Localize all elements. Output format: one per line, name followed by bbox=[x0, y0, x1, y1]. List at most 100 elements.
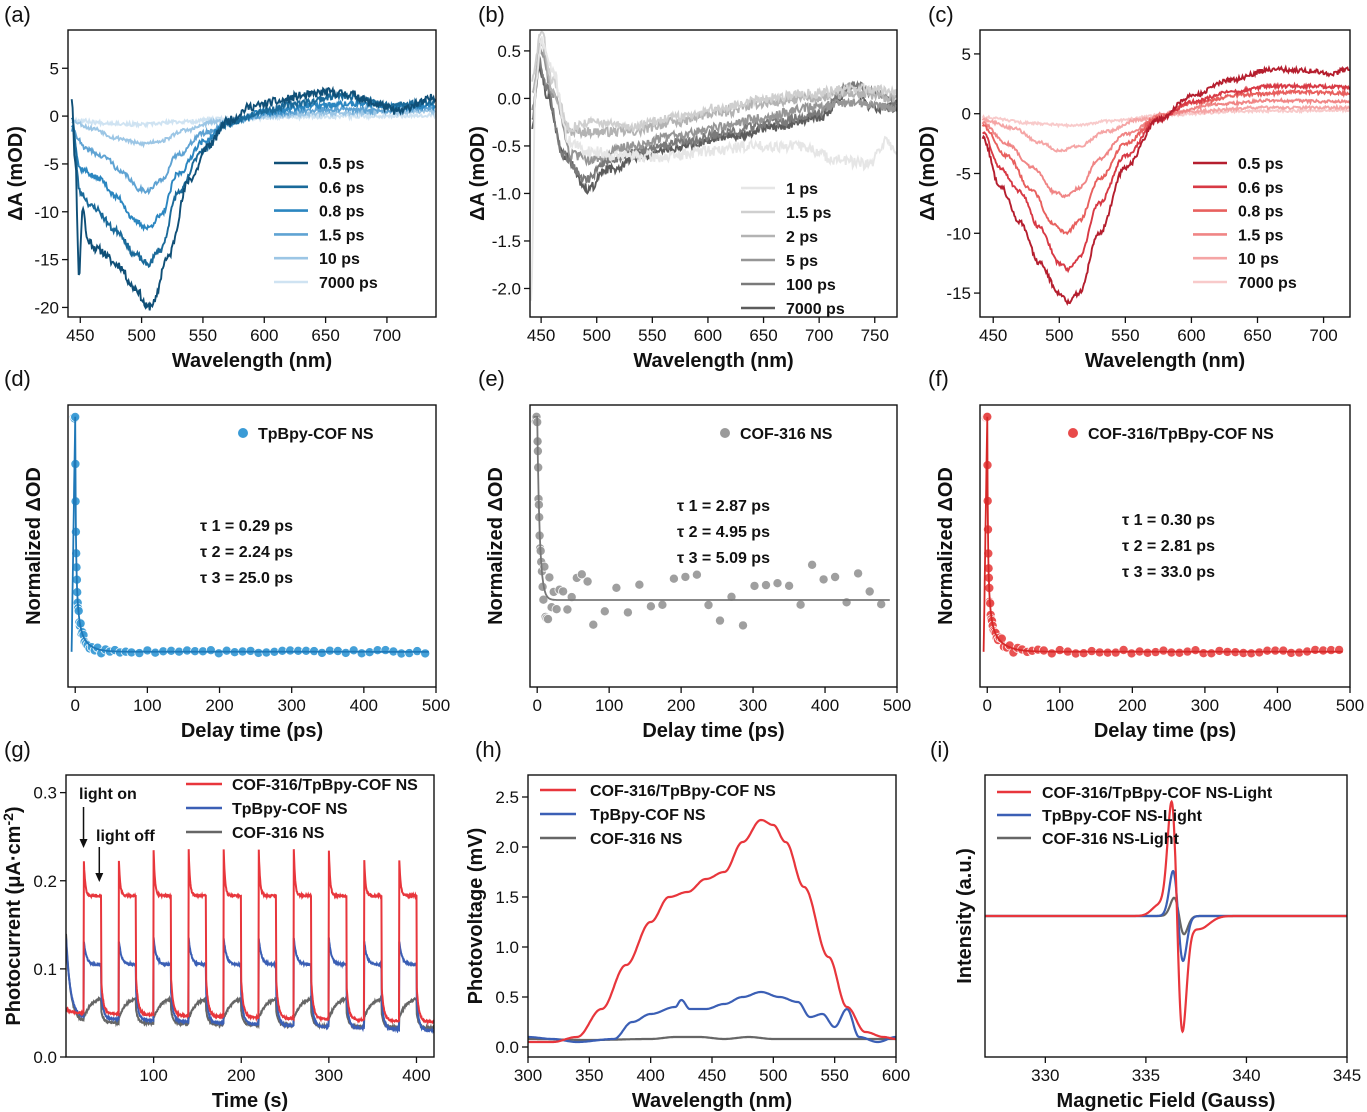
legend-label: 0.5 ps bbox=[1238, 156, 1283, 173]
legend-label: 0.6 ps bbox=[319, 180, 364, 197]
x-tick-label: 500 bbox=[1045, 326, 1073, 345]
legend-label: COF-316/TpBpy-COF NS-Light bbox=[1042, 785, 1273, 802]
panel-label: (a) bbox=[4, 2, 31, 27]
series-line bbox=[66, 849, 434, 1026]
y-tick-label: -10 bbox=[946, 224, 971, 243]
series-line bbox=[982, 81, 1350, 274]
data-point bbox=[657, 599, 668, 610]
x-tick-label: 400 bbox=[350, 696, 378, 715]
legend-label: COF-316 NS bbox=[232, 825, 325, 842]
x-tick-label: 200 bbox=[227, 1066, 255, 1085]
panel-d: (d) TpBpy-COF NS τ 1 = 0.29 ps τ 2 = 2.24 p… bbox=[4, 366, 450, 742]
data-point bbox=[543, 614, 554, 625]
x-axis-title: Wavelength (nm) bbox=[632, 1090, 792, 1112]
panel-c: (c) 450 500 550 600 650 700 -15 -10 -5 0 5 Wavelengt… bbox=[917, 2, 1351, 372]
x-tick-label: 100 bbox=[139, 1066, 167, 1085]
y-tick-label: -10 bbox=[34, 203, 59, 222]
y-tick-label: -1.0 bbox=[492, 184, 521, 203]
annotation-light-off: light off bbox=[96, 828, 155, 845]
legend-marker bbox=[238, 428, 248, 438]
annotation-light-on: light on bbox=[79, 786, 137, 803]
plot-frame bbox=[984, 774, 1348, 1058]
tau-annotation: τ 3 = 25.0 ps bbox=[200, 570, 293, 587]
x-tick-label: 100 bbox=[133, 696, 161, 715]
y-axis-title-main: Photocurrent (μA·cm bbox=[3, 826, 25, 1026]
legend-label: 1 ps bbox=[786, 181, 818, 198]
x-tick-label: 550 bbox=[820, 1066, 848, 1085]
y-tick-label: -5 bbox=[956, 165, 971, 184]
x-axis-title: Wavelength (nm) bbox=[172, 350, 332, 372]
data-point bbox=[611, 582, 622, 593]
y-tick-label: 0.0 bbox=[33, 1048, 57, 1067]
x-tick-label: 400 bbox=[1263, 696, 1291, 715]
x-tick-label: 750 bbox=[861, 326, 889, 345]
x-tick-label: 200 bbox=[667, 696, 695, 715]
fit-line bbox=[982, 416, 1343, 653]
y-tick-label: 0.0 bbox=[495, 1038, 519, 1057]
data-point bbox=[738, 620, 749, 631]
x-tick-label: 335 bbox=[1132, 1066, 1160, 1085]
panel-label: (e) bbox=[478, 366, 505, 391]
legend-label: TpBpy-COF NS bbox=[590, 807, 706, 824]
x-tick-label: 450 bbox=[979, 326, 1007, 345]
data-point bbox=[680, 571, 691, 582]
x-axis-title: Time (s) bbox=[212, 1090, 288, 1112]
data-point bbox=[749, 580, 760, 591]
plot-area bbox=[68, 411, 431, 659]
tau-annotation: τ 2 = 2.81 ps bbox=[1122, 538, 1215, 555]
legend-label: TpBpy-COF NS-Light bbox=[1042, 808, 1203, 825]
legend-label: TpBpy-COF NS bbox=[232, 801, 348, 818]
panel-f: (f) COF-316/TpBpy-COF NS τ 1 = 0.30 ps τ 2 … bbox=[928, 366, 1364, 742]
x-axis-title: Magnetic Field (Gauss) bbox=[1057, 1090, 1276, 1112]
x-tick-label: 300 bbox=[739, 696, 767, 715]
y-tick-label: 1.0 bbox=[495, 938, 519, 957]
x-tick-label: 700 bbox=[1309, 326, 1337, 345]
x-tick-label: 600 bbox=[250, 326, 278, 345]
x-tick-label: 345 bbox=[1333, 1066, 1361, 1085]
plot-area bbox=[980, 411, 1345, 659]
tau-annotation: τ 1 = 2.87 ps bbox=[677, 498, 770, 515]
series-line bbox=[70, 90, 436, 269]
x-tick-label: 0 bbox=[532, 696, 541, 715]
y-axis-title: Normalized ΔOD bbox=[935, 467, 957, 625]
x-tick-label: 500 bbox=[1336, 696, 1364, 715]
x-axis-title: Wavelength (nm) bbox=[1085, 350, 1245, 372]
data-point bbox=[544, 572, 555, 583]
legend-label: 7000 ps bbox=[786, 301, 845, 318]
x-tick-label: 550 bbox=[189, 326, 217, 345]
series-line bbox=[528, 818, 896, 1044]
data-point bbox=[795, 599, 806, 610]
plot-frame bbox=[65, 774, 435, 1058]
plot-area bbox=[66, 849, 434, 1034]
y-tick-label: 0 bbox=[50, 107, 59, 126]
y-axis-title: ΔA (mOD) bbox=[467, 126, 489, 221]
x-tick-label: 600 bbox=[694, 326, 722, 345]
plot-frame bbox=[529, 29, 898, 318]
data-point bbox=[807, 559, 818, 570]
data-point bbox=[538, 594, 549, 605]
x-tick-label: 400 bbox=[811, 696, 839, 715]
x-tick-label: 300 bbox=[315, 1066, 343, 1085]
x-tick-label: 450 bbox=[698, 1066, 726, 1085]
y-tick-label: 2.5 bbox=[495, 788, 519, 807]
legend-marker bbox=[720, 428, 730, 438]
y-tick-label: -15 bbox=[34, 251, 59, 270]
series-line bbox=[528, 990, 896, 1044]
arrowhead-light-off bbox=[95, 873, 104, 882]
tau-annotation: τ 3 = 5.09 ps bbox=[677, 550, 770, 567]
plot-frame bbox=[67, 29, 437, 318]
panel-label: (d) bbox=[4, 366, 31, 391]
x-tick-label: 400 bbox=[402, 1066, 430, 1085]
panel-a: (a) 450 500 550 600 650 700 -20 -15 -10 -5 0 5 Wavele… bbox=[4, 2, 437, 372]
x-tick-label: 550 bbox=[1111, 326, 1139, 345]
data-point bbox=[599, 606, 610, 617]
panel-e: (e) COF-316 NS τ 1 = 2.87 ps τ 2 = 4.95 ps τ… bbox=[478, 366, 911, 742]
y-tick-label: 0.5 bbox=[497, 42, 521, 61]
y-tick-label: 0 bbox=[962, 105, 971, 124]
data-point bbox=[582, 576, 593, 587]
series-line bbox=[70, 85, 436, 311]
legend-label: COF-316/TpBpy-COF NS bbox=[1088, 426, 1274, 443]
data-point bbox=[551, 604, 562, 615]
data-point bbox=[645, 601, 656, 612]
x-tick-label: 500 bbox=[422, 696, 450, 715]
